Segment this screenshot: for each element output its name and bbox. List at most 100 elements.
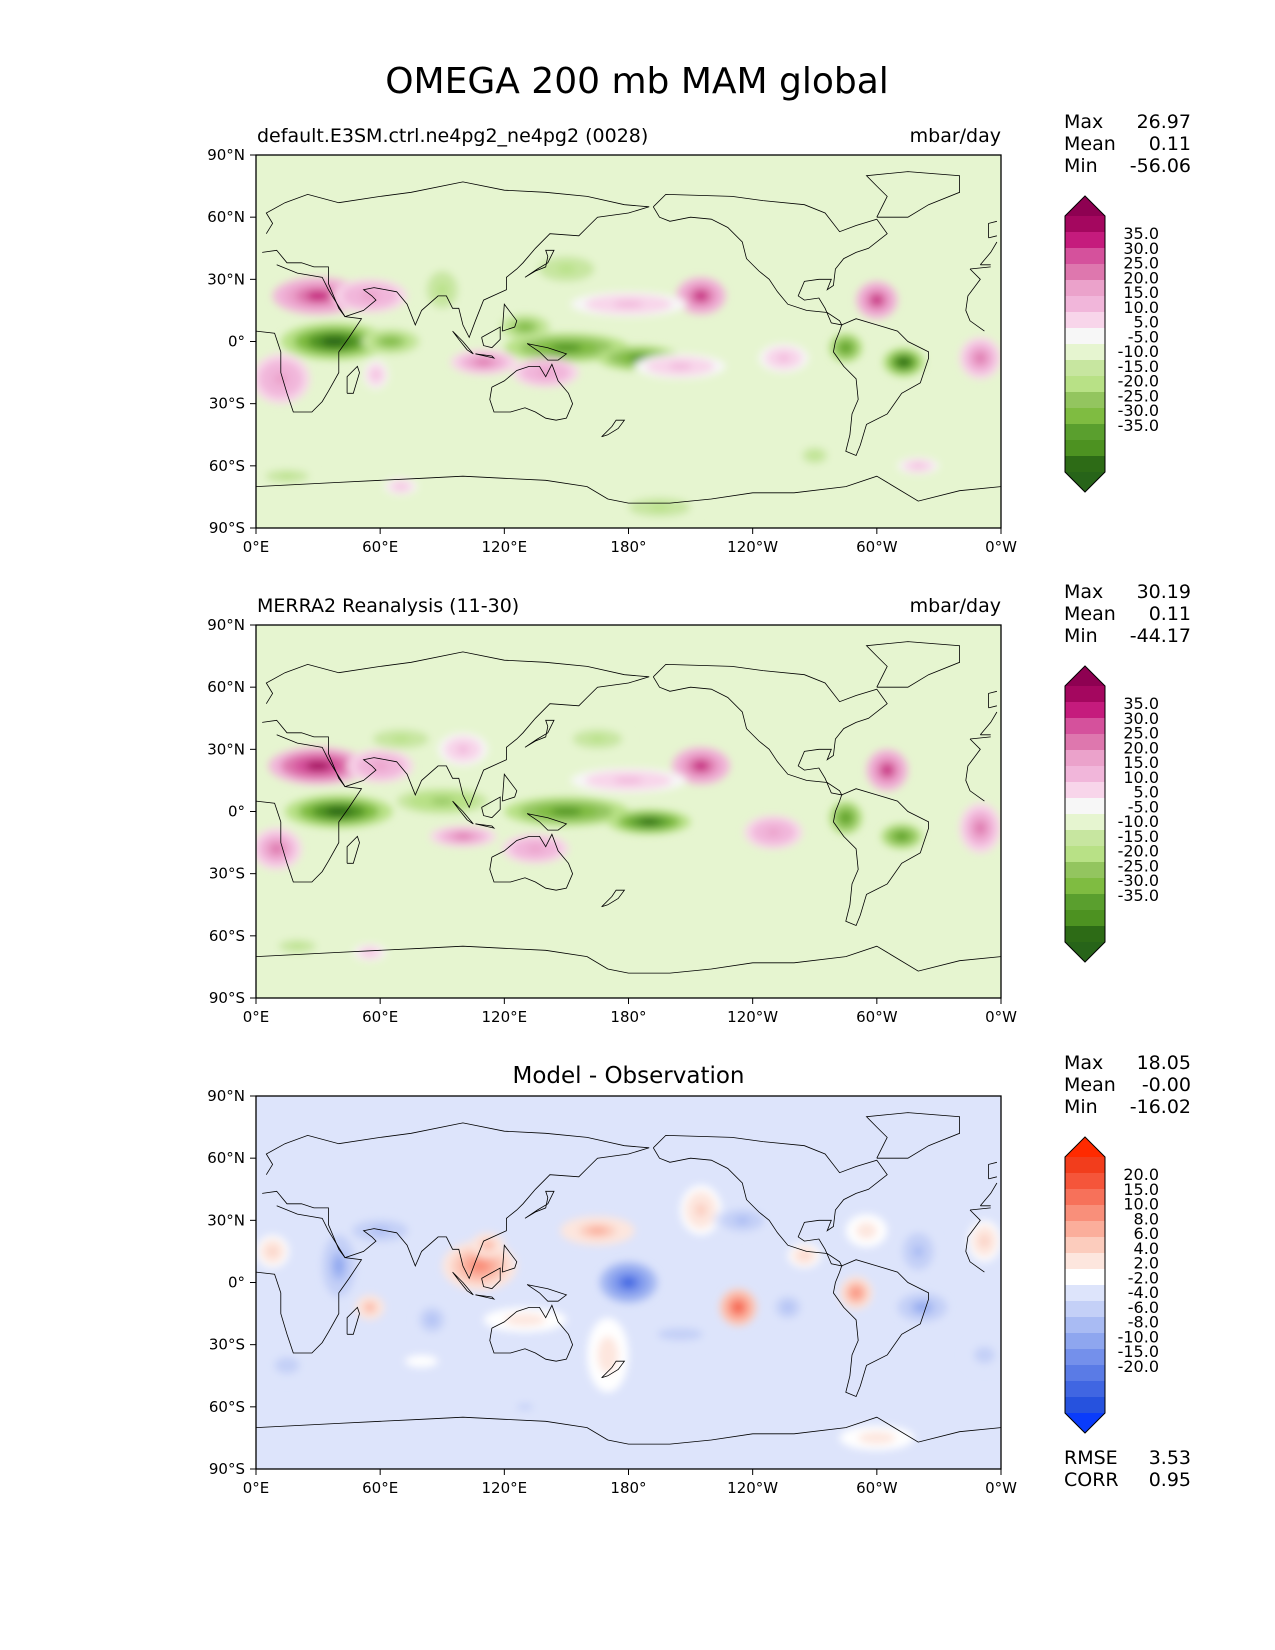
coastline-13 [346, 365, 360, 394]
colorbar-label: 15.0 [1123, 753, 1159, 772]
contour-8-3 [588, 1227, 607, 1235]
y-tick-label: 60°S [209, 927, 245, 945]
colorbar-label: -20.0 [1118, 842, 1159, 861]
y-tick-label: 60°S [209, 457, 245, 475]
stat-value: 30.19 [1137, 581, 1191, 603]
contour-5-3 [550, 807, 582, 816]
x-tick-label: 0°E [243, 1008, 270, 1026]
coastline-0 [256, 734, 991, 883]
contour-19-3 [437, 283, 448, 296]
y-tick-label: 0° [228, 1274, 245, 1292]
contour-9-3 [621, 1277, 636, 1288]
map-field [256, 625, 1001, 998]
colorbar-label: 5.0 [1134, 313, 1159, 332]
colorbar-segment [1065, 440, 1105, 457]
field-contours [256, 1185, 1001, 1451]
colorbar-label: -35.0 [1118, 416, 1159, 435]
colorbar-label: -15.0 [1118, 1342, 1159, 1361]
colorbar-segment [1065, 734, 1105, 751]
colorbar-label: 15.0 [1123, 283, 1159, 302]
stat-value: 18.05 [1137, 1052, 1191, 1074]
stat-label: Max [1064, 581, 1103, 603]
colorbar-segment [1065, 1221, 1105, 1238]
x-tick-label: 180° [610, 538, 646, 556]
contour-6-3 [483, 1242, 492, 1249]
colorbar: 35.030.025.020.015.010.05.0-5.0-10.0-15.… [1064, 195, 1159, 493]
colorbar-segment [1065, 846, 1105, 863]
colorbar-segment [1065, 830, 1105, 847]
field-contours [256, 252, 1001, 520]
colorbar-label: -5.0 [1128, 797, 1159, 816]
colorbar-segment [1065, 782, 1105, 799]
coastline-11 [524, 719, 555, 748]
colorbar-label: -2.0 [1128, 1268, 1159, 1287]
coastline-7 [475, 823, 496, 829]
colorbar-segment [1065, 1189, 1105, 1206]
stat-value: 26.97 [1137, 111, 1191, 133]
colorbar-label: 25.0 [1123, 724, 1159, 743]
colorbar-label: -25.0 [1118, 856, 1159, 875]
colorbar-label: -20.0 [1118, 1357, 1159, 1376]
contour-15-3 [800, 1252, 809, 1259]
colorbar-segment [1065, 264, 1105, 281]
x-tick-label: 0°W [985, 1008, 1017, 1026]
bottom-stat-label: CORR [1064, 1469, 1119, 1491]
x-tick-label: 120°W [727, 1008, 778, 1026]
panel-left-title: MERRA2 Reanalysis (11-30) [257, 595, 519, 617]
coastline-2 [652, 193, 888, 326]
panel-units: mbar/day [910, 125, 1001, 147]
contour-1-3 [334, 1258, 343, 1274]
contour-13-3 [733, 1302, 743, 1313]
colorbar-segment [1065, 344, 1105, 361]
coastline-3 [832, 318, 929, 457]
coastline-9 [526, 813, 568, 831]
colorbar-segment [1065, 408, 1105, 425]
colorbar-segment [1065, 1381, 1105, 1398]
y-tick-label: 90°N [207, 616, 245, 634]
map-panel-test: 0°E 60°E 120°E 180° 120°W 60°W 0°W 90°N 60°N 30°N… [207, 111, 1191, 556]
contour-5-3 [550, 344, 582, 352]
colorbar-extend-max [1065, 196, 1105, 216]
coastline-3 [832, 788, 929, 927]
colorbar-extend-max [1065, 666, 1105, 686]
coastlines [256, 641, 1001, 974]
contour-4-3 [427, 1315, 437, 1324]
colorbar-segment [1065, 878, 1105, 895]
contour-21-3 [649, 504, 670, 511]
colorbar-label: -35.0 [1118, 886, 1159, 905]
stat-value: 0.11 [1149, 603, 1191, 625]
contour-8-3 [527, 845, 544, 853]
coastline-13 [346, 835, 360, 864]
contour-24-3 [280, 1361, 294, 1370]
stat-value: 0.11 [1149, 133, 1191, 155]
y-tick-label: 30°S [209, 865, 245, 883]
x-tick-label: 120°W [727, 538, 778, 556]
contour-10-3 [694, 291, 708, 301]
colorbar-label: -30.0 [1118, 871, 1159, 890]
contour-11-3 [614, 301, 643, 308]
colorbar-segment [1065, 280, 1105, 297]
map-field [256, 1096, 1001, 1469]
contour-22-3 [867, 1434, 887, 1442]
colorbar-segment [1065, 376, 1105, 393]
colorbar-segment [1065, 456, 1105, 473]
contour-16-3 [589, 735, 606, 743]
contour-3-3 [321, 336, 349, 347]
panel-center-title: Model - Observation [512, 1063, 744, 1089]
colorbar-outline [1064, 1136, 1106, 1434]
contour-7-3 [514, 1316, 536, 1323]
y-tick-label: 90°N [207, 146, 245, 164]
figure-title: OMEGA 200 mb MAM global [385, 61, 889, 102]
colorbar-segment [1065, 1301, 1105, 1318]
colorbar-segment [1065, 232, 1105, 249]
y-tick-label: 0° [228, 803, 245, 821]
contour-20-3 [980, 1235, 989, 1247]
coastline-10 [501, 1244, 518, 1273]
contour-6-3 [638, 818, 660, 825]
coastline-8 [481, 796, 501, 819]
coastline-1 [262, 651, 998, 809]
colorbar-label: 20.0 [1123, 1165, 1159, 1184]
colorbar-label: 2.0 [1134, 1254, 1159, 1273]
contour-25-3 [396, 484, 405, 489]
